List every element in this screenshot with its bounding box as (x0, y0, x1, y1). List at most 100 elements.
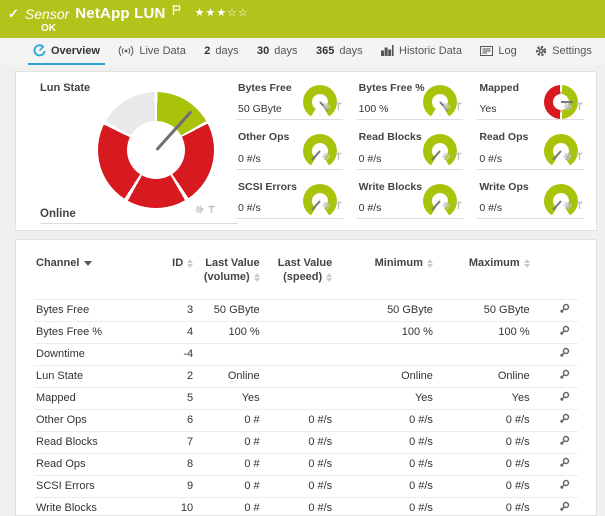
gauge-pin-icon[interactable] (334, 197, 343, 215)
column-header-settings (534, 248, 578, 299)
gauge-pin-icon[interactable] (454, 148, 463, 166)
cell-channel: Bytes Free (34, 298, 153, 322)
gauge-cell[interactable]: Write Ops 0 #/s (477, 176, 584, 219)
cell-id: 9 (152, 474, 198, 498)
gauge-cell[interactable]: SCSI Errors 0 #/s (236, 176, 343, 219)
gauge-cell[interactable]: Read Blocks 0 #/s (356, 126, 464, 170)
sort-icon (253, 272, 260, 282)
tab-label-strong: 2 (204, 44, 211, 57)
gauge-cell[interactable]: Read Ops 0 #/s (477, 126, 584, 170)
gauge-gear-icon[interactable] (322, 98, 331, 116)
gauge-gear-icon[interactable] (442, 197, 451, 215)
channel-settings-icon[interactable] (559, 347, 570, 361)
gauge-gear-icon[interactable] (195, 201, 204, 219)
channel-settings-icon[interactable] (559, 303, 570, 317)
priority-stars[interactable]: ★★★☆☆ (194, 7, 249, 19)
cell-last-value-speed: 0 #/s (263, 408, 337, 432)
flag-icon[interactable] (172, 2, 181, 20)
gauge-pin-icon[interactable] (454, 98, 463, 116)
table-row[interactable]: Read Ops 8 0 # 0 #/s 0 #/s 0 #/s (34, 452, 578, 476)
tab-30-days[interactable]: 30 days (252, 38, 303, 65)
cell-last-value-volume (197, 342, 264, 366)
gauge-pin-icon[interactable] (334, 98, 343, 116)
status-ok-check-icon: ✓ (8, 5, 19, 21)
channel-settings-icon[interactable] (559, 391, 570, 405)
gauge-pin-icon[interactable] (575, 197, 584, 215)
cell-last-value-speed (263, 298, 337, 322)
cell-last-value-speed: 0 #/s (263, 496, 337, 515)
gauge-pin-icon[interactable] (575, 98, 584, 116)
column-header-last-value-volume[interactable]: Last Value (volume) (197, 248, 263, 299)
gauge-value: 0 #/s (238, 152, 261, 165)
gauge-gear-icon[interactable] (442, 98, 451, 116)
column-header-id[interactable]: ID (153, 248, 197, 299)
table-row[interactable]: Other Ops 6 0 # 0 #/s 0 #/s 0 #/s (34, 408, 578, 432)
main-gauge-label: Lun State (40, 82, 91, 94)
table-row[interactable]: Write Blocks 10 0 # 0 #/s 0 #/s 0 #/s (34, 496, 578, 515)
gear-icon (535, 45, 547, 57)
cell-last-value-speed (263, 386, 337, 410)
table-row[interactable]: Lun State 2 Online Online Online (34, 364, 578, 388)
channel-table-panel: Channel ID Last Value (volume) Last Valu… (15, 239, 597, 516)
column-header-maximum[interactable]: Maximum (437, 248, 534, 299)
cell-last-value-volume: Yes (197, 386, 264, 410)
gauge-gear-icon[interactable] (322, 148, 331, 166)
cell-last-value-speed: 0 #/s (263, 430, 337, 454)
table-row[interactable]: Mapped 5 Yes Yes Yes (34, 386, 578, 410)
tab-live-data[interactable]: Live Data (113, 38, 190, 65)
tab-label: days (215, 44, 239, 57)
table-row[interactable]: Bytes Free 3 50 GByte 50 GByte 50 GByte (34, 298, 578, 322)
column-label: Maximum (468, 257, 520, 269)
gauge-gear-icon[interactable] (442, 148, 451, 166)
gauge-cell[interactable]: Other Ops 0 #/s (236, 126, 343, 170)
table-row[interactable]: Bytes Free % 4 100 % 100 % 100 % (34, 320, 578, 344)
gauge-cell[interactable]: Bytes Free 50 GByte (236, 77, 343, 121)
overview-panel: Lun State Online Bytes Free 50 GByte Byt… (15, 71, 597, 231)
main-gauge-cell[interactable]: Lun State Online (16, 72, 238, 230)
column-label: Channel (36, 257, 80, 269)
tab-log[interactable]: Log (475, 38, 521, 65)
table-row[interactable]: Read Blocks 7 0 # 0 #/s 0 #/s 0 #/s (34, 430, 578, 454)
tab-settings[interactable]: Settings (530, 38, 597, 65)
cell-last-value-speed: 0 #/s (263, 452, 337, 476)
channel-settings-icon[interactable] (559, 502, 570, 515)
column-header-minimum[interactable]: Minimum (336, 248, 437, 299)
gauge-pin-icon[interactable] (454, 197, 463, 215)
tab-overview[interactable]: Overview (28, 38, 105, 65)
sort-desc-icon (84, 260, 93, 266)
tab-2-days[interactable]: 2 days (199, 38, 243, 65)
table-row[interactable]: SCSI Errors 9 0 # 0 #/s 0 #/s 0 #/s (34, 474, 578, 498)
channel-settings-icon[interactable] (559, 457, 570, 471)
gauge-pin-icon[interactable] (575, 148, 584, 166)
gauge-label: SCSI Errors (238, 180, 297, 193)
channel-settings-icon[interactable] (559, 369, 570, 383)
gauge-cell[interactable]: Mapped Yes (477, 77, 584, 121)
cell-maximum: 0 #/s (436, 474, 534, 498)
gauge-gear-icon[interactable] (563, 148, 572, 166)
gauge-pin-icon[interactable] (334, 148, 343, 166)
channel-settings-icon[interactable] (559, 435, 570, 449)
column-header-last-value-speed[interactable]: Last Value (speed) (264, 248, 337, 299)
tab-label: Log (498, 44, 517, 57)
gauge-cell[interactable]: Bytes Free % 100 % (356, 77, 464, 121)
gauge-pin-icon[interactable] (207, 201, 216, 219)
tab-historic-data[interactable]: Historic Data (376, 38, 467, 65)
status-badge: OK (41, 23, 56, 34)
table-row[interactable]: Downtime -4 (34, 342, 578, 366)
gauge-gear-icon[interactable] (322, 197, 331, 215)
gauge-cell[interactable]: Write Blocks 0 #/s (356, 176, 464, 219)
tab-365-days[interactable]: 365 days (311, 38, 368, 65)
gauge-label: Read Ops (479, 131, 529, 144)
cell-id: 8 (152, 452, 198, 476)
cell-last-value-volume: 0 # (197, 474, 264, 498)
channel-settings-icon[interactable] (559, 325, 570, 339)
gauge-gear-icon[interactable] (563, 197, 572, 215)
cell-channel: Read Blocks (34, 430, 153, 454)
channel-settings-icon[interactable] (559, 479, 570, 493)
column-header-channel[interactable]: Channel (34, 248, 153, 299)
tab-bar: Overview Live Data 2 days 30 days 365 days Histo… (0, 38, 605, 65)
channel-settings-icon[interactable] (559, 413, 570, 427)
gauge-gear-icon[interactable] (563, 98, 572, 116)
cell-maximum: 0 #/s (436, 430, 534, 454)
gauge-value: 0 #/s (479, 201, 503, 214)
